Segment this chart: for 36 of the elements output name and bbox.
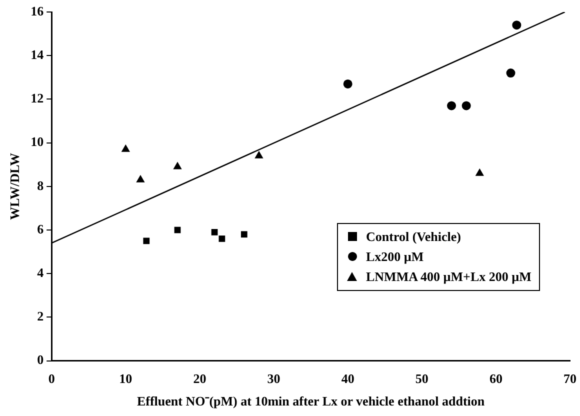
point [136,174,145,182]
point [512,20,522,30]
point [173,162,182,170]
x-axis-title: Effluent NO⁻(pM) at 10min after Lx or vehicle ethanol addtion [136,394,486,409]
point [218,236,226,242]
x-tick-label: 20 [193,370,206,386]
x-tick-label: 0 [48,370,55,386]
y-tick-label: 2 [37,308,44,324]
point [211,229,218,236]
point [506,68,516,78]
y-axis-title: WLW/DLW [7,152,22,220]
legend-label: LNMMA 400 µM+Lx 200 µM [366,268,532,285]
y-tick-label: 0 [37,352,44,368]
x-tick-label: 30 [267,370,280,386]
point [475,168,484,176]
point [462,101,471,110]
point [343,79,352,88]
y-tick-label: 4 [37,264,44,280]
legend-label: Lx200 µM [366,248,424,265]
legend-label: Control (Vehicle) [366,228,461,245]
point [254,150,264,158]
y-tick-label: 12 [30,90,44,106]
point [143,238,150,244]
y-tick-label: 6 [37,221,44,236]
x-tick-label: 50 [415,370,428,386]
x-tick-label: 70 [564,370,576,386]
y-tick-label: 16 [30,3,44,18]
y-tick-label: 14 [30,46,44,62]
y-tick-label: 8 [37,178,44,193]
point [240,231,248,238]
point [121,144,130,152]
x-tick-label: 40 [341,370,354,386]
x-tick-label: 10 [119,370,132,386]
point [447,101,456,110]
y-tick-label: 10 [30,134,44,150]
x-tick-label: 60 [489,370,502,386]
